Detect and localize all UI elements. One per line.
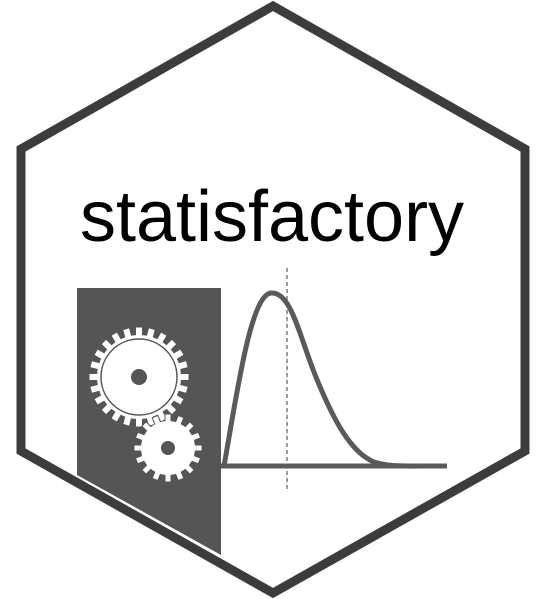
logo-title: statisfactory <box>80 177 464 257</box>
gear-icon <box>134 414 202 482</box>
gear-icon <box>89 327 189 427</box>
